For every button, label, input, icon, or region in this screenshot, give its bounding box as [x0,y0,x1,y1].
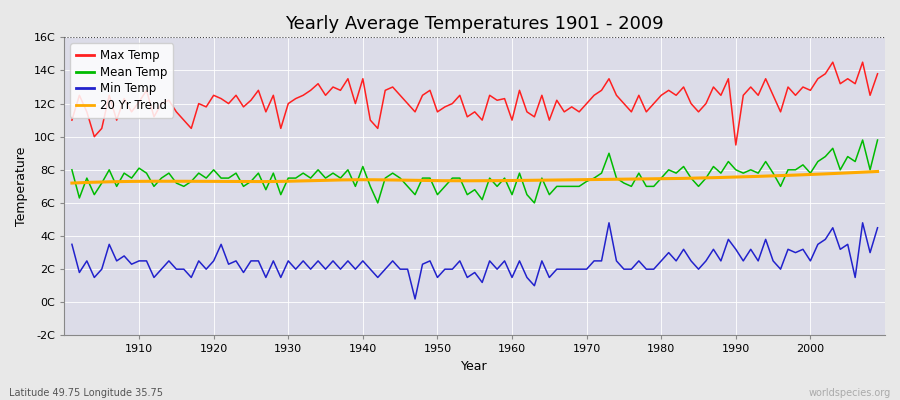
Text: Latitude 49.75 Longitude 35.75: Latitude 49.75 Longitude 35.75 [9,388,163,398]
Legend: Max Temp, Mean Temp, Min Temp, 20 Yr Trend: Max Temp, Mean Temp, Min Temp, 20 Yr Tre… [70,43,173,118]
Text: worldspecies.org: worldspecies.org [809,388,891,398]
X-axis label: Year: Year [462,360,488,373]
Title: Yearly Average Temperatures 1901 - 2009: Yearly Average Temperatures 1901 - 2009 [285,15,664,33]
Y-axis label: Temperature: Temperature [15,147,28,226]
